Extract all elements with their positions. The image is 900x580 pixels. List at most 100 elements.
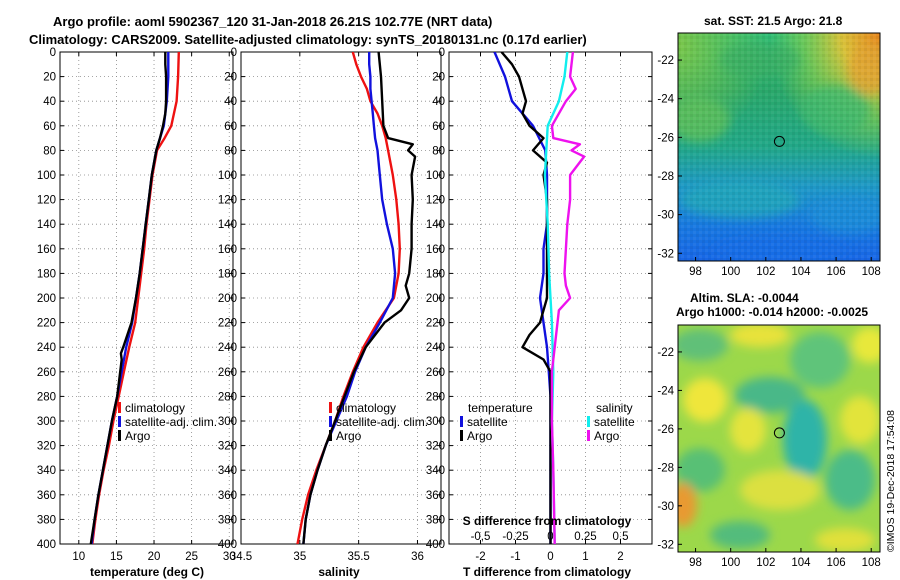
legend-salinity-title: salinity (596, 401, 633, 415)
y-tick-label: 340 (37, 465, 56, 477)
y-tick-label: 220 (426, 318, 445, 330)
y-tick-label: 140 (37, 219, 56, 231)
temperature-panel (59, 51, 234, 545)
difference-series (493, 52, 586, 544)
x-tick-label: 15 (110, 551, 123, 563)
sst-map (678, 33, 880, 261)
legend-temp-argo-label: Argo (467, 429, 493, 443)
sla-map-axes: 98 100 102 104 106 108 -22 -24 -26 -28 -30 -32 (657, 347, 880, 569)
map-y-tick-label: -24 (657, 94, 674, 106)
y-tick-label: 320 (218, 441, 237, 453)
sst-map-title: sat. SST: 21.5 Argo: 21.8 (704, 14, 843, 28)
y-tick-label: 340 (426, 465, 445, 477)
y-tick-label: 40 (432, 96, 445, 108)
x-tick-label: -1 (510, 551, 520, 563)
legend-argo-swatch (329, 430, 332, 441)
y-tick-label: 160 (426, 244, 445, 256)
y-tick-label: 60 (224, 121, 237, 133)
y-tick-label: 0 (439, 47, 445, 59)
y-tick-label: 120 (426, 195, 445, 207)
y-tick-label: 280 (426, 391, 445, 403)
temperature-series (89, 52, 180, 544)
y-tick-label: 20 (43, 72, 56, 84)
y-tick-label: 100 (218, 170, 237, 182)
map-x-tick-label: 108 (862, 266, 881, 278)
x2-tick-label: -0.25 (502, 531, 528, 543)
y-tick-label: 260 (218, 367, 237, 379)
difference-xlabel: T difference from climatology (463, 565, 631, 579)
y-tick-label: 80 (432, 145, 445, 157)
legend-temp-argo-swatch (460, 430, 463, 441)
y-tick-label: 160 (37, 244, 56, 256)
legend-satellite-swatch (329, 416, 332, 427)
map-y-tick-label: -30 (657, 501, 674, 513)
y-tick-label: 60 (43, 121, 56, 133)
y-tick-label: 40 (43, 96, 56, 108)
map-x-tick-label: 102 (756, 266, 775, 278)
x2-tick-label: -0,5 (471, 531, 491, 543)
map-y-tick-label: -26 (657, 132, 674, 144)
salinity-series (296, 52, 417, 544)
legend-climatology-label: climatology (125, 401, 185, 415)
x-tick-label: 20 (148, 551, 161, 563)
legend-climatology-swatch (329, 402, 332, 413)
y-tick-label: 80 (43, 145, 56, 157)
y-tick-label: 380 (37, 514, 56, 526)
y-tick-label: 140 (218, 219, 237, 231)
legend-argo-swatch (118, 430, 121, 441)
argo-position-marker (773, 427, 785, 439)
gridlines (60, 52, 652, 544)
x-tick-label: 35 (293, 551, 306, 563)
legend-climatology-label: climatology (336, 401, 396, 415)
y-tick-label: 300 (426, 416, 445, 428)
y-tick-label: 360 (37, 490, 56, 502)
y-tick-label: 200 (426, 293, 445, 305)
sla-map-title: Altim. SLA: -0.0044 (690, 291, 799, 305)
credit-text: ©IMOS 19-Dec-2018 17:54:08 (885, 410, 897, 552)
temperature-argo-line (89, 52, 168, 544)
y-tick-label: 320 (426, 441, 445, 453)
legend-argo-label: Argo (125, 429, 151, 443)
difference-x2label: S difference from climatology (463, 514, 632, 528)
y-tick-label: 140 (426, 219, 445, 231)
title-line2: Climatology: CARS2009. Satellite-adjuste… (29, 32, 587, 47)
map-x-tick-label: 100 (721, 266, 740, 278)
x-tick-label: 34.5 (230, 551, 252, 563)
map-x-tick-label: 100 (721, 557, 740, 569)
sst-map-axes: 98 100 102 104 106 108 -22 -24 -26 -28 -30 -32 (657, 55, 880, 278)
y-tick-label: 100 (426, 170, 445, 182)
legend-temp-satellite-label: satellite (467, 415, 508, 429)
legend-argo-label: Argo (336, 429, 362, 443)
y-tick-label: 120 (218, 195, 237, 207)
map-x-tick-label: 104 (791, 557, 811, 569)
map-x-tick-label: 106 (826, 266, 845, 278)
sla-map (678, 325, 880, 552)
y-tick-label: 360 (218, 490, 237, 502)
y-tick-label: 240 (37, 342, 56, 354)
y-tick-label: 180 (218, 268, 237, 280)
y-tick-label: 200 (37, 293, 56, 305)
map-y-tick-label: -32 (657, 248, 674, 260)
salinity-argo-line (302, 52, 417, 544)
x-tick-label: 0 (547, 551, 553, 563)
legend-temp-satellite-swatch (460, 416, 463, 427)
salinity-xlabel: salinity (318, 565, 360, 579)
map-x-tick-label: 104 (791, 266, 811, 278)
x2-tick-label: 0.25 (574, 531, 596, 543)
y-tick-label: 120 (37, 195, 56, 207)
x-tick-label: 25 (185, 551, 198, 563)
legend-sal-argo-swatch (587, 430, 590, 441)
y-tick-label: 220 (218, 318, 237, 330)
temperature-legend: climatology satellite-adj. clim. Argo (118, 401, 217, 443)
x-tick-label: -2 (475, 551, 485, 563)
x-tick-label: 10 (72, 551, 85, 563)
y-tick-label: 180 (37, 268, 56, 280)
x-tick-label: 1 (582, 551, 588, 563)
y-tick-label: 200 (218, 293, 237, 305)
y-tick-label: 0 (50, 47, 56, 59)
y-tick-label: 240 (218, 342, 237, 354)
axes: 0204060801001201401601802002202402602803… (37, 47, 652, 563)
legend-sal-satellite-swatch (587, 416, 590, 427)
y-tick-label: 100 (37, 170, 56, 182)
legend-climatology-swatch (118, 402, 121, 413)
